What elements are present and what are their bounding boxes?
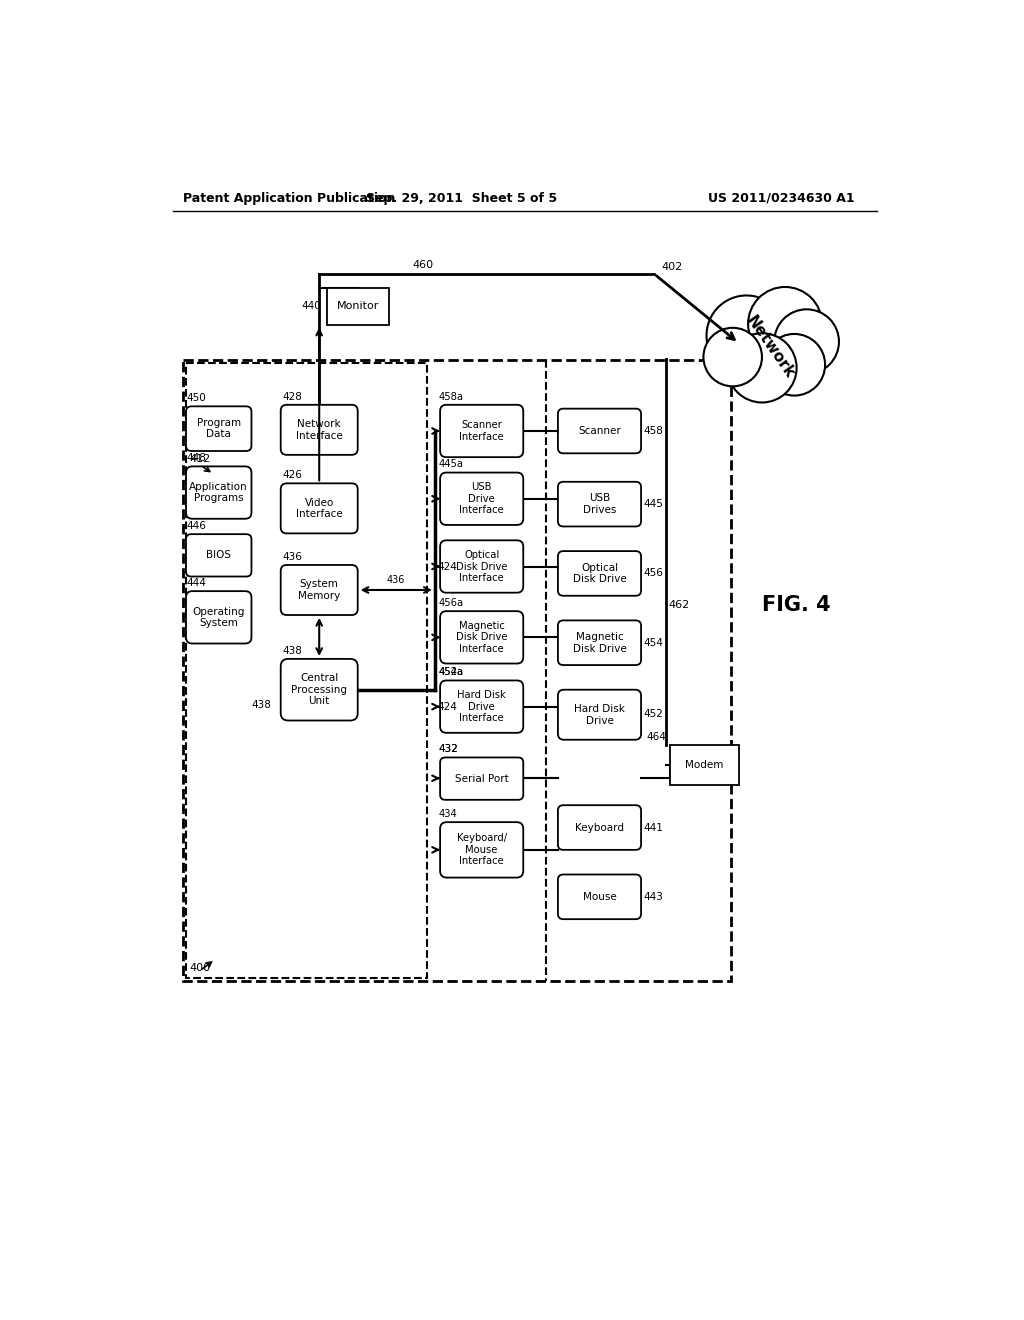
Circle shape: [707, 296, 786, 375]
Circle shape: [727, 333, 797, 403]
Circle shape: [774, 309, 839, 374]
Text: 460: 460: [413, 260, 434, 271]
Circle shape: [764, 334, 825, 396]
Text: Magnetic
Disk Drive: Magnetic Disk Drive: [572, 632, 627, 653]
Text: 438: 438: [283, 645, 302, 656]
Text: 448: 448: [186, 453, 206, 463]
Text: 456: 456: [643, 569, 664, 578]
FancyBboxPatch shape: [440, 473, 523, 525]
Text: 446: 446: [186, 521, 206, 531]
FancyBboxPatch shape: [281, 659, 357, 721]
Text: Application
Programs: Application Programs: [189, 482, 248, 503]
Text: 436: 436: [283, 552, 302, 562]
Bar: [186, 363, 427, 978]
Text: USB
Drive
Interface: USB Drive Interface: [460, 482, 504, 515]
Text: 445: 445: [643, 499, 664, 510]
Text: 400: 400: [189, 964, 210, 973]
Text: Serial Port: Serial Port: [455, 774, 509, 784]
Text: Optical
Disk Drive: Optical Disk Drive: [572, 562, 627, 585]
Text: 428: 428: [283, 392, 302, 401]
Text: 454: 454: [643, 638, 664, 648]
Text: 426: 426: [283, 470, 302, 480]
FancyBboxPatch shape: [440, 758, 523, 800]
Text: 456a: 456a: [438, 598, 464, 609]
Circle shape: [749, 286, 822, 360]
Text: Network: Network: [742, 313, 797, 381]
Text: 452: 452: [643, 709, 664, 719]
Text: 443: 443: [643, 892, 664, 902]
Text: System
Memory: System Memory: [298, 579, 340, 601]
FancyBboxPatch shape: [558, 620, 641, 665]
Text: 436: 436: [387, 576, 406, 585]
Text: Keyboard/
Mouse
Interface: Keyboard/ Mouse Interface: [457, 833, 507, 866]
Text: 450: 450: [186, 393, 206, 404]
Text: 438: 438: [252, 700, 271, 710]
Text: BIOS: BIOS: [206, 550, 231, 560]
Text: Patent Application Publication: Patent Application Publication: [183, 191, 395, 205]
Bar: [183, 360, 731, 981]
Text: 434: 434: [438, 809, 458, 818]
FancyBboxPatch shape: [440, 822, 523, 878]
Text: 441: 441: [643, 822, 664, 833]
Text: Hard Disk
Drive: Hard Disk Drive: [574, 704, 625, 726]
Text: Hard Disk
Drive
Interface: Hard Disk Drive Interface: [458, 690, 506, 723]
Text: 412: 412: [189, 454, 210, 463]
FancyBboxPatch shape: [440, 405, 523, 457]
FancyBboxPatch shape: [281, 483, 357, 533]
Text: 402: 402: [662, 263, 683, 272]
Text: 454a: 454a: [438, 668, 464, 677]
Bar: [670, 744, 739, 785]
Text: Program
Data: Program Data: [197, 418, 241, 440]
FancyBboxPatch shape: [440, 681, 523, 733]
Bar: [327, 288, 388, 325]
Text: 458a: 458a: [438, 392, 464, 401]
Text: Optical
Disk Drive
Interface: Optical Disk Drive Interface: [456, 550, 508, 583]
Text: 462: 462: [668, 601, 689, 610]
FancyBboxPatch shape: [281, 405, 357, 455]
Text: Sep. 29, 2011  Sheet 5 of 5: Sep. 29, 2011 Sheet 5 of 5: [367, 191, 557, 205]
FancyBboxPatch shape: [558, 874, 641, 919]
Text: US 2011/0234630 A1: US 2011/0234630 A1: [708, 191, 855, 205]
FancyBboxPatch shape: [558, 552, 641, 595]
Text: 432: 432: [438, 744, 459, 755]
Text: Scanner
Interface: Scanner Interface: [460, 420, 504, 442]
Text: 464: 464: [646, 733, 667, 742]
FancyBboxPatch shape: [558, 689, 641, 739]
Text: 424: 424: [437, 702, 457, 711]
FancyBboxPatch shape: [558, 409, 641, 453]
Text: 440: 440: [301, 301, 321, 312]
Text: 452a: 452a: [438, 668, 464, 677]
Text: Video
Interface: Video Interface: [296, 498, 343, 519]
Text: 424: 424: [437, 561, 457, 572]
Text: Network
Interface: Network Interface: [296, 418, 343, 441]
Text: 458: 458: [643, 426, 664, 436]
Text: 444: 444: [186, 578, 206, 589]
Text: 432: 432: [438, 744, 459, 755]
FancyBboxPatch shape: [558, 482, 641, 527]
Text: Mouse: Mouse: [583, 892, 616, 902]
Circle shape: [703, 327, 762, 387]
Text: Modem: Modem: [685, 760, 723, 770]
FancyBboxPatch shape: [281, 565, 357, 615]
FancyBboxPatch shape: [186, 535, 252, 577]
FancyBboxPatch shape: [186, 591, 252, 644]
Text: Central
Processing
Unit: Central Processing Unit: [291, 673, 347, 706]
Text: USB
Drives: USB Drives: [583, 494, 616, 515]
Text: Scanner: Scanner: [579, 426, 621, 436]
FancyBboxPatch shape: [440, 611, 523, 664]
Text: Monitor: Monitor: [337, 301, 379, 312]
Text: Keyboard: Keyboard: [575, 822, 624, 833]
FancyBboxPatch shape: [440, 540, 523, 593]
Text: FIG. 4: FIG. 4: [762, 595, 830, 615]
FancyBboxPatch shape: [558, 805, 641, 850]
FancyBboxPatch shape: [186, 466, 252, 519]
Text: Magnetic
Disk Drive
Interface: Magnetic Disk Drive Interface: [456, 620, 508, 653]
Text: 445a: 445a: [438, 459, 464, 470]
Text: Operating
System: Operating System: [193, 606, 245, 628]
FancyBboxPatch shape: [186, 407, 252, 451]
